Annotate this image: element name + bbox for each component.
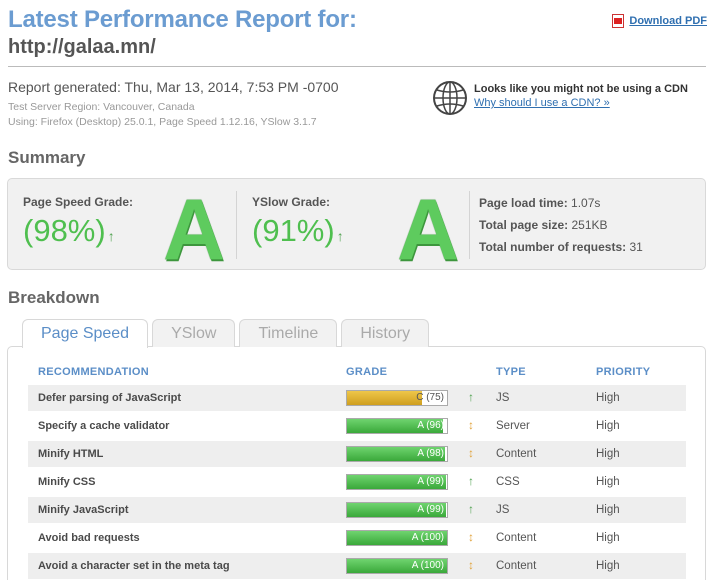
recommendation-name[interactable]: Minify HTML xyxy=(38,448,104,460)
table-row[interactable]: Defer parsing of JavaScript C (75) ↑ JS High xyxy=(28,385,686,411)
grade-label: A (100) xyxy=(411,532,444,543)
column-grade[interactable]: GRADE xyxy=(346,366,388,378)
stat-page-size: Total page size: 251KB xyxy=(479,218,608,232)
grade-label: A (96) xyxy=(417,420,444,431)
recommendation-type: JS xyxy=(496,504,510,516)
breakdown-heading: Breakdown xyxy=(8,288,100,307)
grade-bar: A (99) xyxy=(346,474,448,490)
recommendation-priority: High xyxy=(596,392,620,404)
tab-history[interactable]: History xyxy=(341,319,430,347)
grade-bar-fill xyxy=(347,559,447,573)
cdn-info-link[interactable]: Why should I use a CDN? » xyxy=(474,97,610,109)
recommendation-priority: High xyxy=(596,560,620,572)
grade-bar: A (100) xyxy=(346,530,448,546)
grade-label: A (98) xyxy=(417,448,444,459)
globe-icon xyxy=(433,81,467,115)
trend-up-icon: ↑ xyxy=(468,474,474,488)
yslow-grade-letter: A xyxy=(397,182,460,278)
grade-bar-fill xyxy=(347,419,443,433)
grade-bar: A (99) xyxy=(346,502,448,518)
stat-requests: Total number of requests: 31 xyxy=(479,240,643,254)
recommendation-name[interactable]: Avoid bad requests xyxy=(38,532,140,544)
trend-up-icon: ↑ xyxy=(107,228,115,244)
recommendation-name[interactable]: Defer parsing of JavaScript xyxy=(38,392,182,404)
column-type[interactable]: TYPE xyxy=(496,366,526,378)
recommendation-name[interactable]: Minify CSS xyxy=(38,476,96,488)
tab-timeline[interactable]: Timeline xyxy=(239,319,338,347)
column-recommendation[interactable]: RECOMMENDATION xyxy=(38,366,149,378)
tested-url: http://galaa.mn/ xyxy=(8,36,156,58)
table-row[interactable]: Minify HTML A (98) ↕ Content High xyxy=(28,441,686,467)
trend-up-icon: ↑ xyxy=(336,228,344,244)
yslow-grade-percent: (91%) ↑ xyxy=(252,213,344,248)
grade-label: A (99) xyxy=(417,504,444,515)
table-row[interactable]: Minify CSS A (99) ↑ CSS High xyxy=(28,469,686,495)
trend-up-icon: ↑ xyxy=(468,390,474,404)
recommendation-type: Server xyxy=(496,420,530,432)
recommendation-priority: High xyxy=(596,532,620,544)
pagespeed-grade-letter: A xyxy=(163,182,226,278)
pagespeed-grade-percent: (98%) ↑ xyxy=(23,213,115,248)
server-region: Test Server Region: Vancouver, Canada xyxy=(8,101,195,113)
grade-bar: C (75) xyxy=(346,390,448,406)
trend-updown-icon: ↕ xyxy=(468,558,474,572)
recommendation-type: JS xyxy=(496,392,510,404)
grade-bar-fill xyxy=(347,391,422,405)
grade-bar-fill xyxy=(347,531,447,545)
recommendation-name[interactable]: Specify a cache validator xyxy=(38,420,170,432)
download-pdf-link[interactable]: Download PDF xyxy=(629,15,707,27)
recommendation-type: Content xyxy=(496,560,537,572)
pagespeed-grade-label: Page Speed Grade: xyxy=(23,195,134,209)
grade-bar: A (96) xyxy=(346,418,448,434)
grade-bar: A (100) xyxy=(346,558,448,574)
table-row[interactable]: Avoid bad requests A (100) ↕ Content High xyxy=(28,525,686,551)
grade-label: A (99) xyxy=(417,476,444,487)
pdf-icon xyxy=(612,14,625,28)
table-row[interactable]: Specify a cache validator A (96) ↕ Server Hi… xyxy=(28,413,686,439)
trend-updown-icon: ↕ xyxy=(468,418,474,432)
stat-load-time: Page load time: 1.07s xyxy=(479,196,601,210)
trend-updown-icon: ↕ xyxy=(468,446,474,460)
grade-bar: A (98) xyxy=(346,446,448,462)
trend-up-icon: ↑ xyxy=(468,502,474,516)
trend-updown-icon: ↕ xyxy=(468,530,474,544)
summary-divider xyxy=(236,191,237,259)
report-generated: Report generated: Thu, Mar 13, 2014, 7:5… xyxy=(8,79,339,95)
grade-label: C (75) xyxy=(416,392,444,403)
table-row[interactable]: Avoid a character set in the meta tag A (… xyxy=(28,553,686,579)
recommendation-type: Content xyxy=(496,448,537,460)
recommendation-priority: High xyxy=(596,504,620,516)
recommendation-type: CSS xyxy=(496,476,520,488)
summary-panel: Page Speed Grade: (98%) ↑ A YSlow Grade: … xyxy=(7,178,706,278)
grade-bar-fill xyxy=(347,475,446,489)
breakdown-tabs: Page Speed YSlow Timeline History xyxy=(22,319,430,348)
test-tools: Using: Firefox (Desktop) 25.0.1, Page Sp… xyxy=(8,116,317,128)
download-pdf[interactable]: Download PDF xyxy=(612,14,707,28)
pagespeed-grade: Page Speed Grade: (98%) ↑ A xyxy=(8,179,236,278)
recommendation-type: Content xyxy=(496,532,537,544)
tab-yslow[interactable]: YSlow xyxy=(152,319,236,347)
recommendation-priority: High xyxy=(596,448,620,460)
grade-label: A (100) xyxy=(411,560,444,571)
summary-divider xyxy=(469,191,470,259)
recommendation-name[interactable]: Minify JavaScript xyxy=(38,504,129,516)
yslow-grade: YSlow Grade: (91%) ↑ A xyxy=(237,179,469,278)
grade-bar-fill xyxy=(347,503,446,517)
yslow-grade-label: YSlow Grade: xyxy=(252,195,331,209)
grade-bar-fill xyxy=(347,447,445,461)
recommendation-priority: High xyxy=(596,420,620,432)
page-stats: Page load time: 1.07s Total page size: 2… xyxy=(479,195,643,261)
column-priority[interactable]: PRIORITY xyxy=(596,366,651,378)
tab-page-speed[interactable]: Page Speed xyxy=(22,319,149,348)
header-divider xyxy=(8,66,706,67)
page-title: Latest Performance Report for: xyxy=(8,6,357,33)
recommendation-name[interactable]: Avoid a character set in the meta tag xyxy=(38,560,230,572)
cdn-notice: Looks like you might not be using a CDN xyxy=(474,83,688,95)
recommendation-priority: High xyxy=(596,476,620,488)
table-row[interactable]: Minify JavaScript A (99) ↑ JS High xyxy=(28,497,686,523)
summary-heading: Summary xyxy=(8,148,86,167)
